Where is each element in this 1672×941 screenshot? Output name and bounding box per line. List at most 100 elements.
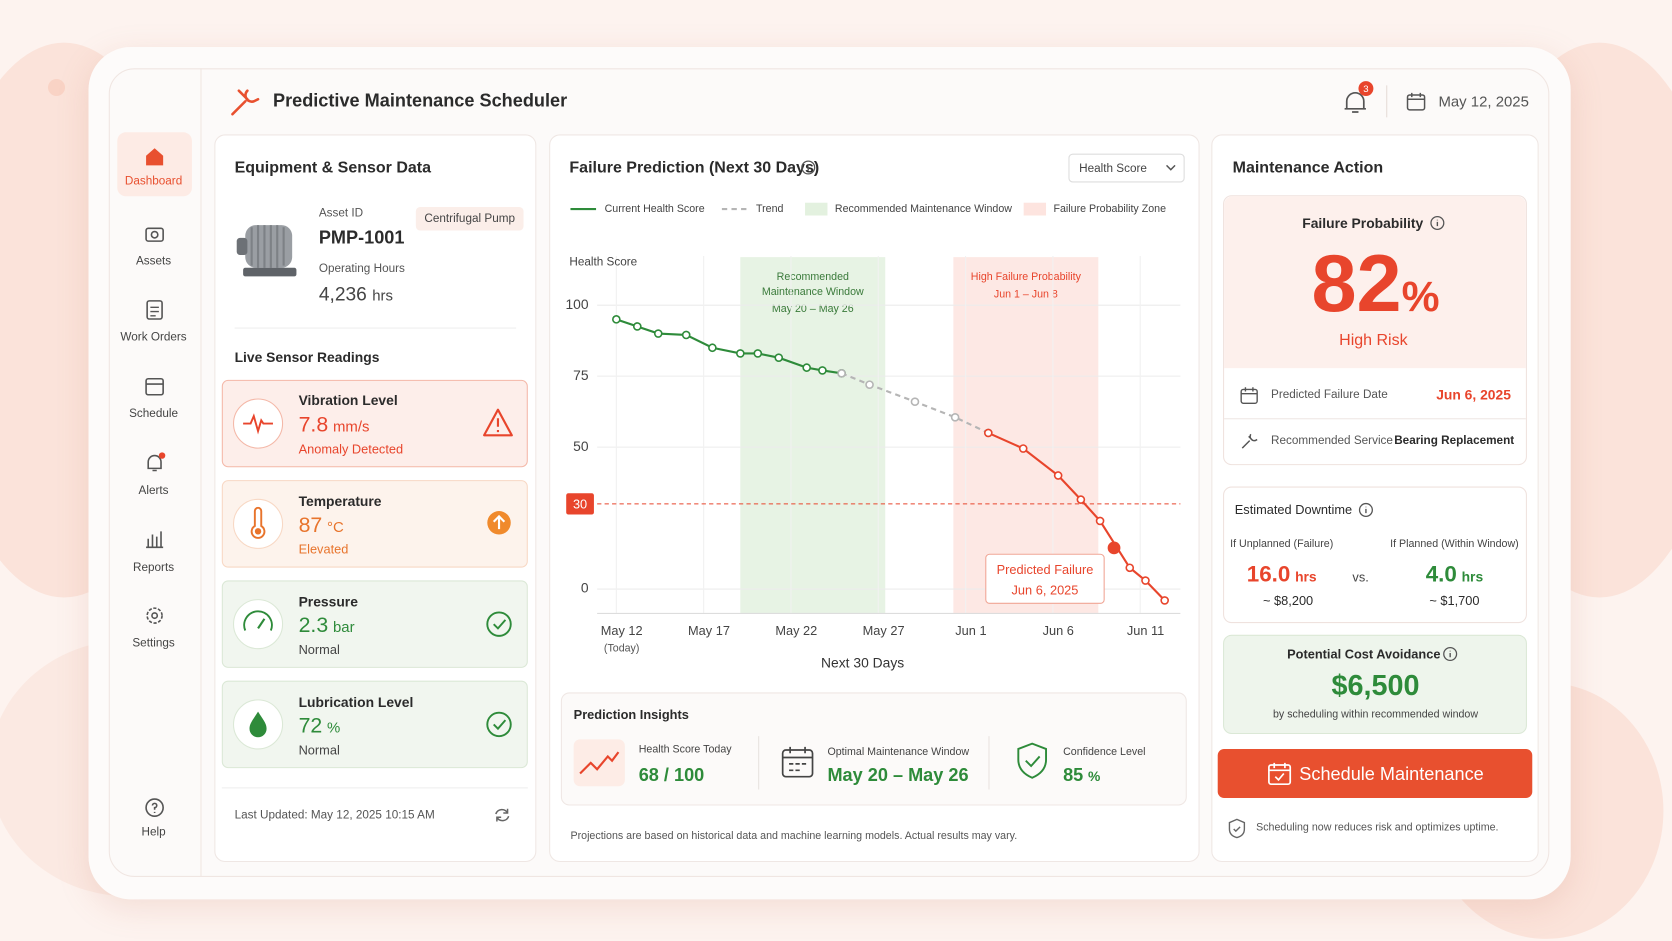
pump-image-part — [250, 225, 285, 268]
service: Bearing Replacement — [1394, 434, 1515, 448]
ok-icon-part — [493, 719, 507, 731]
sensor-unit: bar — [332, 618, 355, 636]
insight-value: May 20 – May 26 — [827, 764, 969, 786]
legend-swatch — [805, 202, 828, 216]
schedule-button[interactable] — [1217, 748, 1533, 799]
nav-icon-part — [145, 798, 164, 817]
sensor-reading: 72 % — [299, 714, 341, 739]
pump-image-part — [236, 237, 248, 255]
info-icon[interactable] — [1430, 215, 1445, 231]
callout-label: Predicted Failure — [996, 562, 1094, 578]
button-icon — [1268, 762, 1292, 786]
ok-icon-part — [493, 619, 507, 630]
notification-badge: 3 — [1358, 81, 1374, 97]
calendar-icon-part — [1241, 387, 1258, 395]
shield-icon — [1228, 818, 1246, 839]
nav-item[interactable]: Assets — [135, 254, 172, 268]
zone-annotation: Maintenance Window — [762, 286, 864, 298]
button-icon-part — [1268, 762, 1291, 782]
nav-item[interactable]: Help — [141, 825, 166, 839]
zone-range: May 20 – May 26 — [772, 303, 854, 315]
wrench-icon-part — [1241, 433, 1258, 449]
app-logo-part — [231, 89, 260, 116]
data-point — [950, 412, 960, 422]
nav-icon-part — [146, 607, 163, 624]
nav-icon-part — [151, 612, 159, 620]
data-point — [653, 329, 663, 338]
shield-icon-part — [1228, 818, 1246, 839]
asset-id: PMP-1001 — [318, 227, 405, 248]
sensor-value: 72 — [298, 714, 323, 738]
sensor-icon-part — [243, 413, 273, 435]
insight-icon — [573, 739, 625, 787]
nav-icon-part — [145, 377, 164, 396]
info-icon-part — [1358, 502, 1373, 518]
app-logo — [231, 89, 260, 116]
data-point — [736, 349, 745, 358]
asset-type-badge: Centrifugal Pump — [415, 206, 524, 231]
legend-label: Failure Probability Zone — [1054, 203, 1167, 215]
data-point — [1018, 444, 1028, 453]
insight-icon-part — [782, 746, 813, 772]
data-point — [865, 380, 874, 389]
calendar-icon — [1240, 387, 1258, 404]
failure-date-label: Predicted Failure Date — [1271, 388, 1388, 402]
y-tick-label: 100 — [565, 296, 588, 312]
ok-icon — [486, 711, 512, 738]
info-icon[interactable] — [1443, 646, 1458, 662]
sensor-icon — [232, 398, 284, 449]
nav-icon — [146, 148, 164, 166]
sensor-icon — [232, 599, 284, 650]
nav-icon-part — [150, 306, 159, 317]
nav-item[interactable]: Work Orders — [120, 330, 187, 344]
y-tick-label: 75 — [573, 367, 589, 383]
sensor-value: 87 — [298, 513, 323, 538]
header-date: May 12, 2025 — [1438, 92, 1529, 110]
calendar-icon — [1406, 92, 1426, 111]
y-tick-label: 50 — [573, 438, 589, 454]
nav-item[interactable]: Schedule — [129, 407, 179, 421]
operating-hours: 4,236 hrs — [319, 283, 393, 305]
dropdown-label: Health Score — [1079, 162, 1147, 175]
hours-unit: hrs — [1461, 568, 1484, 585]
avoidance-value: $6,500 — [1331, 669, 1420, 702]
planned-cost: ~ $1,700 — [1429, 593, 1480, 609]
sensor-icon-part — [249, 711, 267, 738]
sensor-status: Normal — [298, 742, 340, 758]
info-icon[interactable] — [801, 160, 816, 175]
calendar-icon-part — [1406, 94, 1426, 111]
nav-item[interactable]: Reports — [133, 561, 175, 574]
nav-item[interactable]: Dashboard — [124, 174, 183, 188]
bell-icon[interactable] — [1342, 90, 1368, 116]
dropdown[interactable] — [1068, 153, 1185, 183]
nav-item[interactable]: Settings — [132, 636, 175, 650]
refresh-icon[interactable] — [494, 807, 511, 824]
nav-icon — [147, 452, 166, 472]
insight-icon-part — [781, 749, 814, 778]
divider — [988, 736, 990, 790]
sensor-name: Lubrication Level — [298, 694, 414, 711]
ok-icon — [486, 611, 512, 637]
x-tick-label: May 12 — [601, 623, 643, 638]
sensor-icon — [232, 699, 284, 750]
insight-icon — [781, 746, 814, 778]
sensor-unit: % — [327, 718, 341, 736]
shield-icon-part — [1233, 826, 1241, 833]
dropdown-arrow-part — [1166, 164, 1176, 171]
x-tick-label: May 22 — [775, 623, 817, 638]
info-icon[interactable] — [1358, 502, 1373, 518]
nav-icon-part — [147, 454, 162, 472]
button-label[interactable]: Schedule Maintenance — [1299, 763, 1484, 785]
versus: vs. — [1352, 569, 1369, 585]
sensor-status: Elevated — [298, 541, 349, 557]
nav-item[interactable]: Alerts — [138, 484, 169, 498]
sensor-icon-part — [232, 498, 284, 549]
zone-annotation: Recommended — [777, 271, 849, 283]
data-point — [753, 349, 763, 358]
zone-annotation: High Failure Probability — [971, 271, 1082, 283]
avoidance-card — [1223, 634, 1527, 735]
insight-label: Confidence Level — [1063, 746, 1146, 759]
action-footer: Scheduling now reduces risk and optimize… — [1256, 822, 1499, 834]
downtime-title: Estimated Downtime — [1234, 502, 1353, 518]
